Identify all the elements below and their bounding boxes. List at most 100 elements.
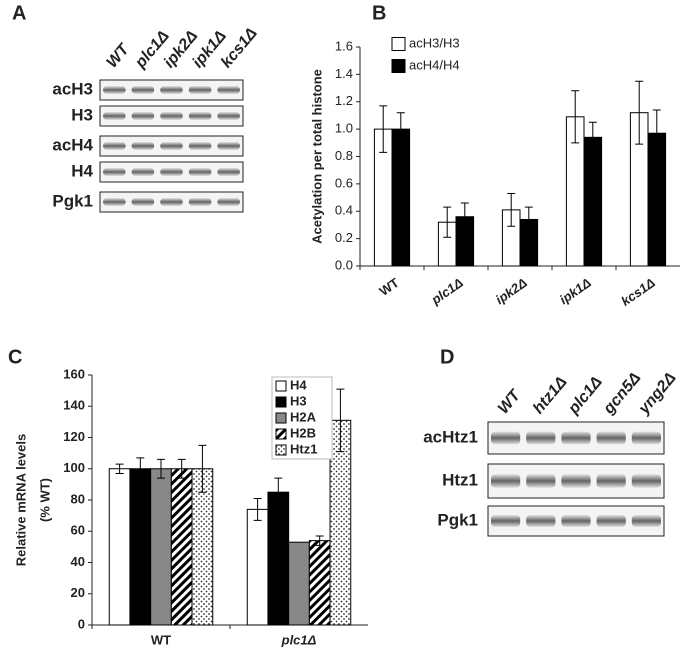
band (103, 86, 126, 94)
y-tick-label: 160 (63, 366, 85, 381)
bar (129, 468, 152, 626)
band (131, 86, 155, 94)
blot-row-label: acHtz1 (423, 427, 478, 446)
band (217, 86, 240, 94)
x-tick-label: plc1Δ (428, 275, 466, 308)
band (131, 168, 155, 176)
y-tick-label: 0.2 (335, 230, 353, 245)
band (188, 86, 212, 94)
blot-row-label: acH4 (52, 135, 93, 154)
bar (246, 508, 269, 626)
band (526, 474, 556, 488)
bar (583, 136, 603, 267)
y-tick-label: 100 (63, 460, 85, 475)
y-tick-label: 0.4 (335, 203, 353, 218)
band (631, 474, 661, 488)
blot-row-label: H4 (71, 161, 93, 180)
legend-swatch (275, 444, 287, 456)
y-tick-label: 140 (63, 398, 85, 413)
error-bar (315, 535, 324, 546)
lane-label: htz1Δ (530, 373, 571, 417)
y-tick-label: 0.6 (335, 175, 353, 190)
y-tick-label: 0.8 (335, 148, 353, 163)
band (561, 431, 591, 445)
legend-label: acH3/H3 (409, 35, 460, 50)
band (103, 142, 126, 150)
band (131, 112, 155, 120)
error-bar (571, 90, 580, 144)
error-bar (460, 202, 469, 231)
y-tick-label: 1.0 (335, 121, 353, 136)
legend-swatch (275, 412, 287, 424)
legend-label: Htz1 (290, 441, 317, 456)
legend-label: H3 (290, 393, 307, 408)
error-bar (177, 458, 186, 479)
band (160, 168, 183, 176)
band (131, 198, 155, 206)
error-bar (274, 477, 283, 507)
panel-label: C (8, 346, 22, 368)
band (491, 431, 521, 445)
error-bar (198, 444, 207, 493)
panel-label: A (12, 2, 26, 24)
lane-label: WT (104, 40, 134, 71)
lane-label: yng2Δ (635, 369, 680, 418)
error-bar (379, 105, 388, 153)
error-bar (336, 388, 345, 453)
y-axis-label: Acetylation per total histone (309, 69, 324, 244)
legend-swatch (275, 396, 287, 408)
blot-row-label: H3 (71, 105, 93, 124)
y-tick-label: 40 (71, 554, 85, 569)
x-tick-label: WT (151, 632, 171, 647)
error-bar (136, 457, 145, 481)
band (160, 112, 183, 120)
error-bar (115, 463, 124, 474)
legend-swatch (391, 59, 406, 73)
legend-swatch (391, 37, 406, 51)
bar (308, 540, 331, 626)
y-axis-label: Relative mRNA levels (13, 434, 28, 566)
panel-label: D (440, 346, 454, 368)
band (631, 515, 661, 527)
bar (288, 541, 310, 626)
band (160, 142, 183, 150)
legend-label: acH4/H4 (409, 57, 460, 72)
y-tick-label: 0 (78, 616, 85, 631)
band (561, 474, 591, 488)
band (596, 515, 626, 527)
band (103, 112, 126, 120)
band (188, 142, 212, 150)
error-bar (507, 192, 516, 227)
error-bar (396, 112, 405, 147)
y-tick-label: 20 (71, 585, 85, 600)
y-tick-label: 80 (71, 491, 85, 506)
legend-swatch (275, 428, 287, 440)
y-tick-label: 0.0 (335, 257, 353, 272)
bar (108, 468, 131, 626)
x-tick-label: kcs1Δ (618, 275, 658, 309)
blot-row-label: Pgk1 (52, 191, 93, 210)
lane-label: kcs1Δ (218, 25, 261, 72)
band (188, 198, 212, 206)
band (160, 198, 183, 206)
legend-label: H2B (290, 425, 316, 440)
lane-label: gcn5Δ (600, 369, 645, 418)
band (160, 86, 183, 94)
bar (150, 468, 172, 626)
bar (267, 491, 290, 626)
band (217, 112, 240, 120)
blot-row-label: Htz1 (442, 470, 478, 489)
legend-label: H2A (290, 409, 317, 424)
blot-row-label: Pgk1 (437, 510, 478, 529)
x-tick-label: plc1Δ (281, 632, 317, 647)
band (526, 431, 556, 445)
error-bar (524, 206, 533, 233)
x-tick-label: ipk2Δ (493, 275, 530, 307)
error-bar (157, 458, 165, 479)
band (188, 168, 212, 176)
error-bar (652, 109, 661, 157)
x-tick-label: WT (377, 275, 402, 299)
error-bar (588, 121, 597, 153)
band (217, 198, 240, 206)
